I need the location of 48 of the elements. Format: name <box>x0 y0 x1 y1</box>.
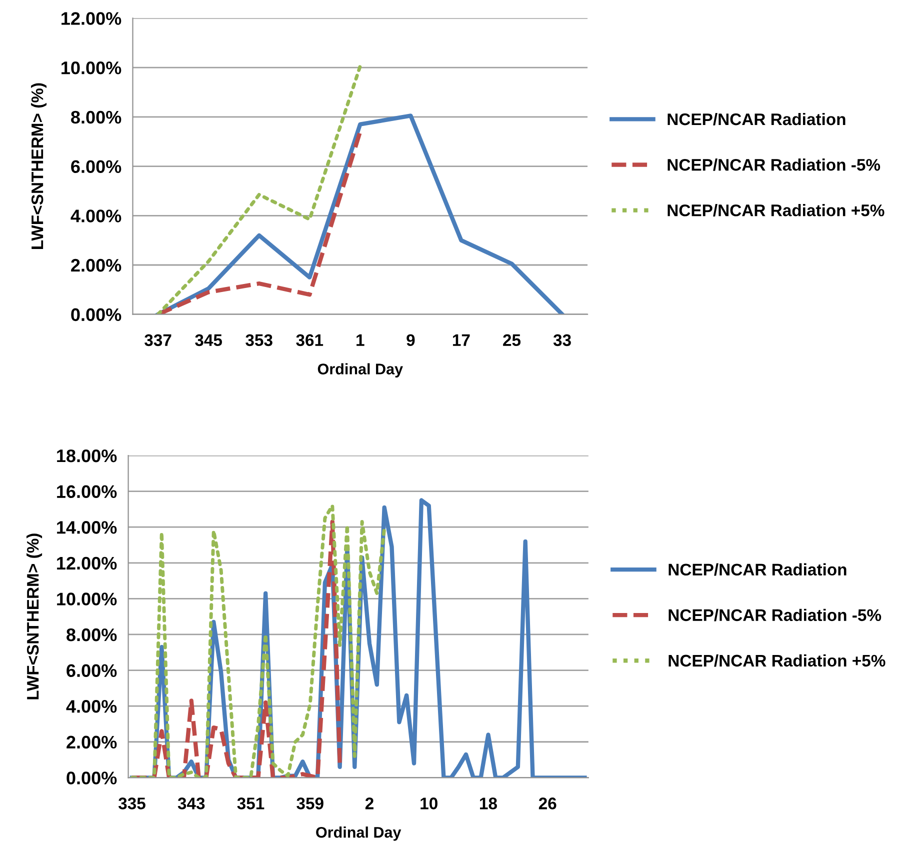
y-tick-label: 12.00% <box>57 556 117 570</box>
x-tick-label: 10 <box>420 798 438 810</box>
x-tick-label: 26 <box>538 798 556 810</box>
x-tick-label: 1 <box>356 334 364 346</box>
legend-label: NCEP/NCAR Radiation +5% <box>668 654 886 667</box>
y-tick-label: 12.00% <box>62 12 122 25</box>
y-axis-title: LWF<SNTHERM> (%) <box>26 534 42 700</box>
line-series <box>130 504 386 778</box>
y-tick-label: 8.00% <box>66 628 117 642</box>
x-tick-label: 359 <box>296 798 324 810</box>
line-series <box>156 114 564 314</box>
x-tick-label: 2 <box>365 798 374 810</box>
x-axis-title: Ordinal Day <box>318 363 403 378</box>
y-tick-label: 6.00% <box>66 664 117 678</box>
y-tick-label: 0.00% <box>66 772 117 784</box>
x-tick-label: 33 <box>553 334 571 346</box>
legend-label: NCEP/NCAR Radiation -5% <box>668 158 880 171</box>
y-tick-label: 8.00% <box>71 110 122 124</box>
x-tick-label: 343 <box>178 798 205 810</box>
line-series <box>156 64 362 314</box>
x-tick-label: 17 <box>452 334 470 346</box>
y-tick-label: 0.00% <box>71 308 122 322</box>
x-tick-label: 351 <box>237 798 264 810</box>
x-tick-label: 353 <box>246 334 272 346</box>
x-tick-label: 18 <box>480 798 497 810</box>
legend-label: NCEP/NCAR Radiation <box>668 112 846 126</box>
x-axis-title: Ordinal Day <box>316 826 402 841</box>
legend-label: NCEP/NCAR Radiation +5% <box>668 204 884 216</box>
y-tick-label: 18.00% <box>57 449 117 462</box>
legend-label: NCEP/NCAR Radiation <box>668 563 846 576</box>
y-tick-label: 4.00% <box>70 210 122 222</box>
y-tick-label: 4.00% <box>66 700 117 713</box>
line-series <box>130 520 342 778</box>
y-tick-label: 2.00% <box>66 736 117 749</box>
y-tick-label: 16.00% <box>57 485 117 498</box>
y-axis-title: LWF<SNTHERM> (%) <box>30 83 47 249</box>
y-tick-label: 6.00% <box>71 160 122 173</box>
y-tick-label: 10.00% <box>57 592 117 606</box>
y-tick-label: 10.00% <box>62 61 122 74</box>
y-tick-label: 14.00% <box>57 521 117 534</box>
x-tick-label: 9 <box>406 334 415 346</box>
legend-label: NCEP/NCAR Radiation -5% <box>668 608 882 622</box>
x-tick-label: 361 <box>296 334 324 346</box>
x-tick-label: 335 <box>118 798 146 810</box>
x-tick-label: 345 <box>195 334 222 346</box>
y-tick-label: 2.00% <box>71 258 122 272</box>
x-tick-label: 25 <box>503 334 521 346</box>
x-tick-label: 337 <box>144 334 172 346</box>
